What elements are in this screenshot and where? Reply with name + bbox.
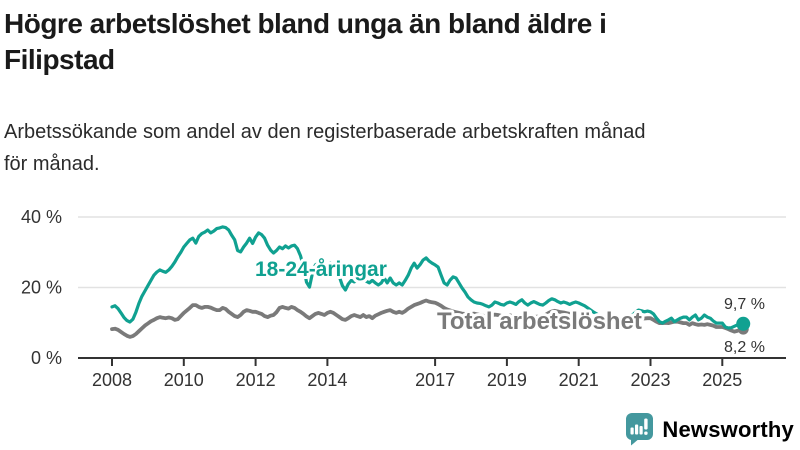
end-dot-0 (736, 316, 751, 331)
series-line-1 (110, 298, 746, 339)
series-label-total: Total arbetslöshet (437, 308, 642, 335)
series-label-youth: 18-24-åringar (255, 258, 387, 281)
x-tick-label: 2025 (702, 370, 742, 390)
x-tick-label: 2021 (559, 370, 599, 390)
x-tick-label: 2010 (164, 370, 204, 390)
newsworthy-wordmark: Newsworthy (662, 416, 794, 442)
x-tick-label: 2008 (92, 370, 132, 390)
chart-title: Högre arbetslöshet bland unga än bland ä… (4, 6, 607, 78)
x-tick-label: 2012 (236, 370, 276, 390)
bar-chart-speech-bubble-icon (626, 413, 654, 446)
chart-subtitle: Arbetssökande som andel av den registerb… (4, 116, 646, 180)
y-tick-label: 0 % (31, 348, 62, 368)
y-tick-label: 40 % (21, 207, 62, 227)
chart-title-line-1: Högre arbetslöshet bland unga än bland ä… (4, 8, 607, 39)
x-tick-label: 2017 (415, 370, 455, 390)
x-tick-label: 2019 (487, 370, 527, 390)
end-value-label-total: 8,2 % (724, 339, 765, 356)
end-value-label-youth: 9,7 % (724, 296, 765, 313)
y-tick-label: 20 % (21, 278, 62, 298)
x-tick-label: 2014 (307, 370, 347, 390)
newsworthy-branding: Newsworthy (625, 413, 794, 446)
series-line-0 (110, 225, 745, 330)
chart-subtitle-line-2: för månad. (4, 153, 100, 175)
chart-subtitle-line-1: Arbetssökande som andel av den registerb… (4, 121, 646, 143)
x-tick-label: 2023 (630, 370, 670, 390)
chart-title-line-2: Filipstad (4, 44, 115, 75)
